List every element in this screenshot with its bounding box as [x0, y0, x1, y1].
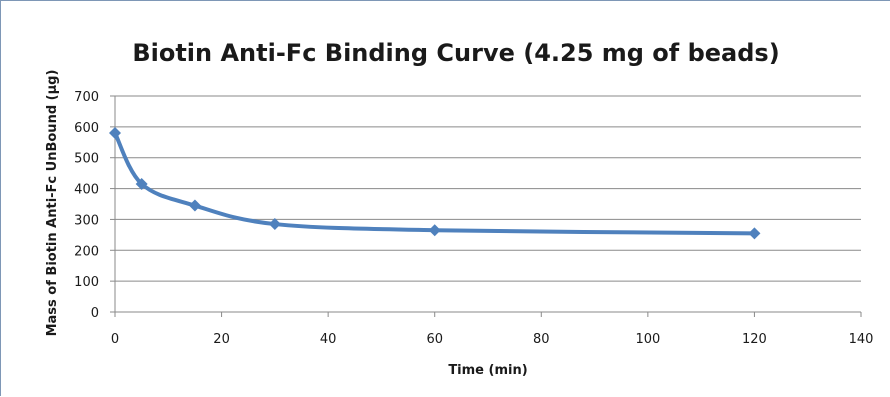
- data-point: [109, 127, 121, 140]
- y-tick-label: 0: [91, 306, 99, 321]
- axes: [110, 95, 862, 317]
- y-tick-label: 400: [74, 183, 99, 198]
- x-tick-label: 140: [849, 332, 874, 347]
- x-tick-labels: 0 20 40 60 80 100 120 140: [111, 332, 874, 347]
- y-tick-label: 700: [74, 90, 99, 105]
- y-tick-label: 100: [74, 275, 99, 290]
- x-tick-label: 100: [635, 332, 660, 347]
- y-tick-label: 600: [74, 121, 99, 136]
- x-tick-label: 40: [320, 332, 337, 347]
- y-axis-label: Mass of Biotin Anti-Fc UnBound (µg): [45, 70, 60, 337]
- data-point: [748, 227, 761, 240]
- y-tick-label: 500: [74, 152, 99, 167]
- x-tick-label: 60: [426, 332, 443, 347]
- x-axis-label: Time (min): [448, 363, 527, 378]
- plot-area: [109, 127, 761, 240]
- y-tick-labels: 0 100 200 300 400 500 600 700: [74, 90, 99, 321]
- data-point: [135, 177, 148, 190]
- data-point: [268, 218, 281, 231]
- chart-title: Biotin Anti-Fc Binding Curve (4.25 mg of…: [132, 39, 779, 67]
- series-line: [113, 131, 757, 236]
- x-tick-label: 120: [742, 332, 767, 347]
- y-tick-label: 300: [74, 213, 99, 228]
- gridlines: [115, 95, 861, 282]
- x-tick-label: 80: [533, 332, 550, 347]
- x-tick-label: 20: [213, 332, 230, 347]
- data-point: [428, 224, 441, 237]
- data-point: [188, 199, 201, 212]
- y-tick-label: 200: [74, 244, 99, 259]
- x-tick-label: 0: [111, 332, 119, 347]
